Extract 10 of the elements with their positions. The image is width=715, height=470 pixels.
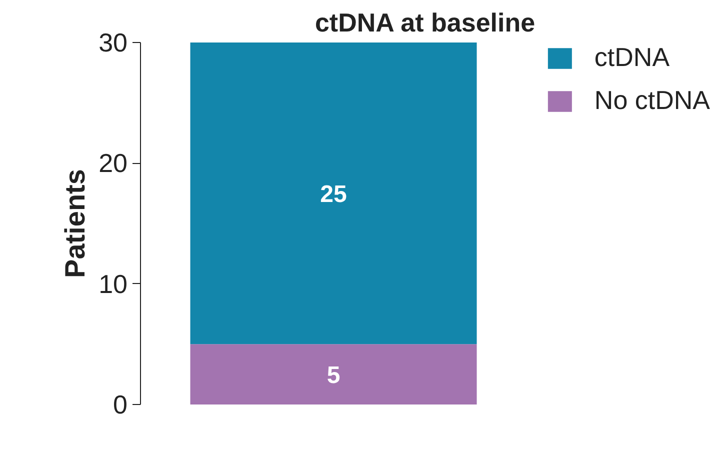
chart-title: ctDNA at baseline	[314, 8, 536, 38]
y-tick-label: 20	[98, 148, 128, 178]
data-label: 25	[320, 180, 347, 208]
y-tick-label: 30	[98, 28, 128, 58]
y-tick-label: 10	[98, 268, 128, 299]
legend-label: No ctDNA	[594, 85, 710, 116]
y-tick-label: 0	[113, 390, 128, 420]
data-label: 5	[326, 362, 340, 389]
legend-label: ctDNA	[594, 42, 670, 73]
y-axis-title: Patients	[60, 169, 91, 278]
